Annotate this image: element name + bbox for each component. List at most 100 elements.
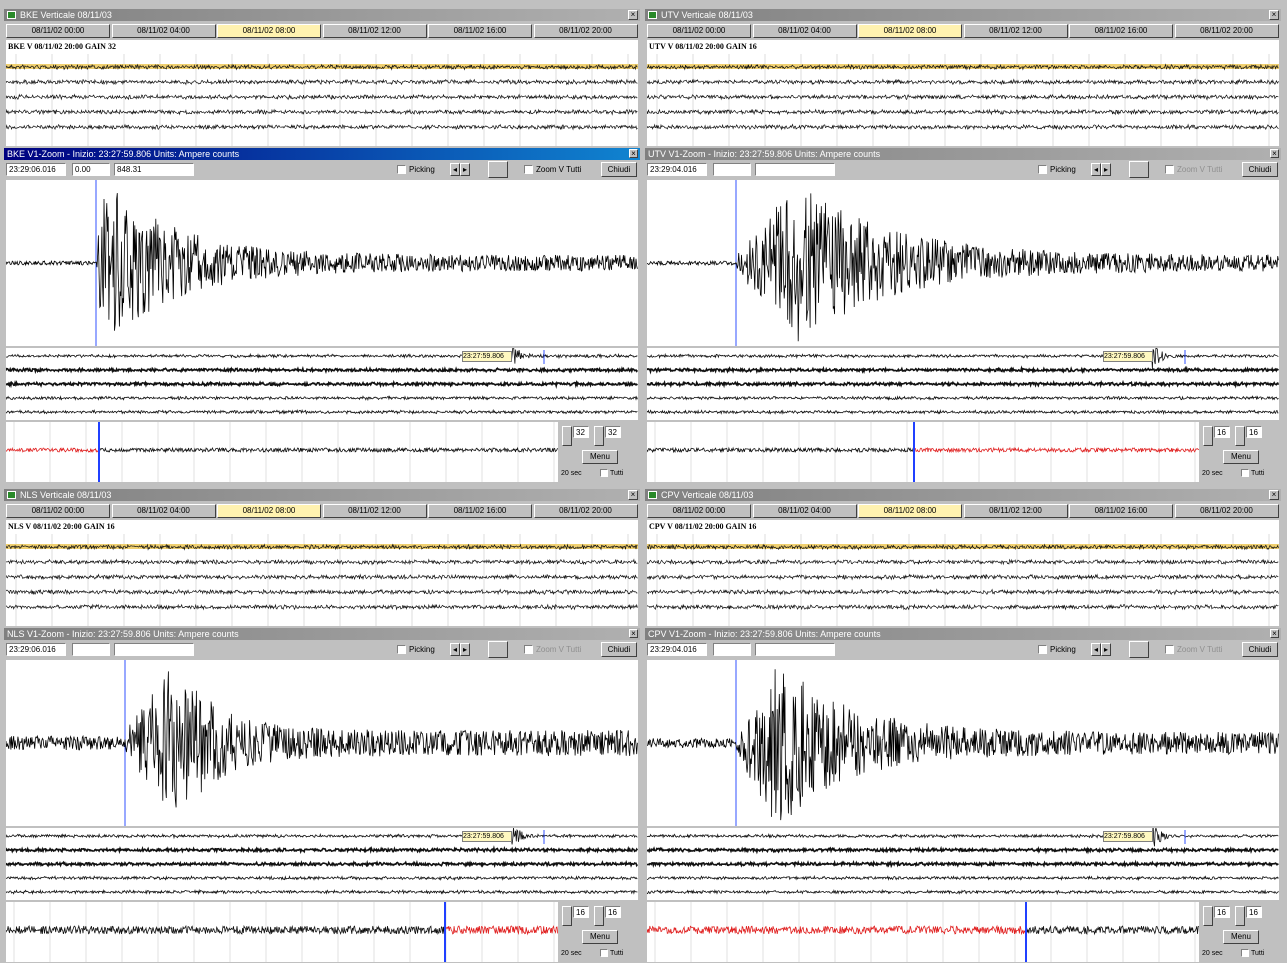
gain-spin[interactable] (1235, 426, 1245, 446)
close-zoom-button[interactable]: Chiudi (601, 642, 637, 657)
time-tab[interactable]: 08/11/02 12:00 (322, 24, 427, 38)
gain-field[interactable]: 16 (605, 906, 621, 918)
time-field[interactable] (114, 643, 194, 656)
time-tab[interactable]: 08/11/02 04:00 (752, 504, 857, 518)
helicorder-trace (6, 573, 638, 581)
zoom-all-checkbox[interactable] (1165, 165, 1174, 174)
vertical-spin[interactable] (1129, 641, 1149, 658)
time-field[interactable]: 23:29:06.016 (6, 163, 66, 176)
time-field[interactable]: 848.31 (114, 163, 194, 176)
gain-spin[interactable] (594, 906, 604, 926)
time-field[interactable]: 23:29:06.016 (6, 643, 66, 656)
zoom-close-button[interactable]: × (1270, 149, 1279, 158)
spin-right[interactable]: ▸ (460, 643, 470, 656)
all-checkbox[interactable] (600, 469, 608, 477)
time-tab[interactable]: 08/11/02 08:00 (858, 504, 962, 518)
multi-trace: 23:27:59.806 (647, 828, 1279, 900)
zoom-all-checkbox[interactable] (524, 165, 533, 174)
time-tab[interactable]: 08/11/02 00:00 (647, 24, 751, 38)
gain-field[interactable]: 16 (1246, 906, 1262, 918)
gain-field[interactable]: 32 (605, 426, 621, 438)
window-title-bar: NLS Verticale 08/11/03 (4, 489, 640, 501)
gain-field[interactable]: 16 (573, 906, 589, 918)
time-field[interactable] (72, 643, 110, 656)
vertical-spin[interactable] (1129, 161, 1149, 178)
time-tab[interactable]: 08/11/02 04:00 (752, 24, 857, 38)
zoom-close-button[interactable]: × (1270, 629, 1279, 638)
time-tab[interactable]: 08/11/02 16:00 (1069, 504, 1173, 518)
spin-right[interactable]: ▸ (1101, 643, 1111, 656)
time-tab[interactable]: 08/11/02 20:00 (1174, 504, 1279, 518)
time-tab[interactable]: 08/11/02 12:00 (963, 504, 1068, 518)
time-tab[interactable]: 08/11/02 04:00 (111, 504, 216, 518)
time-tab[interactable]: 08/11/02 12:00 (322, 504, 427, 518)
gain-field[interactable]: 32 (573, 426, 589, 438)
zoom-close-button[interactable]: × (629, 149, 638, 158)
spin-right[interactable]: ▸ (1101, 163, 1111, 176)
close-button[interactable]: × (628, 490, 638, 500)
time-field[interactable] (755, 643, 835, 656)
close-zoom-button[interactable]: Chiudi (1242, 162, 1278, 177)
zoom-all-checkbox[interactable] (1165, 645, 1174, 654)
time-tab[interactable]: 08/11/02 20:00 (533, 504, 638, 518)
time-tab[interactable]: 08/11/02 08:00 (217, 24, 321, 38)
picking-checkbox[interactable] (397, 645, 406, 654)
trace (647, 828, 1279, 847)
picking-checkbox[interactable] (1038, 645, 1047, 654)
zoom-plot (647, 180, 1279, 346)
time-field[interactable]: 23:29:04.016 (647, 643, 707, 656)
close-button[interactable]: × (1269, 10, 1279, 20)
time-field[interactable] (713, 163, 751, 176)
helicorder-trace (647, 108, 1279, 116)
close-button[interactable]: × (1269, 490, 1279, 500)
menu-button[interactable]: Menu (582, 450, 618, 464)
trace (6, 828, 638, 845)
spin-left[interactable]: ◂ (1091, 643, 1101, 656)
marker-label: 23:27:59.806 (1103, 831, 1153, 842)
time-tab[interactable]: 08/11/02 00:00 (6, 24, 110, 38)
spin-left[interactable]: ◂ (450, 643, 460, 656)
gain-spin[interactable] (1235, 906, 1245, 926)
menu-button[interactable]: Menu (582, 930, 618, 944)
time-tab[interactable]: 08/11/02 20:00 (1174, 24, 1279, 38)
all-checkbox[interactable] (1241, 469, 1249, 477)
time-tab[interactable]: 08/11/02 00:00 (6, 504, 110, 518)
gain-spin[interactable] (1203, 906, 1213, 926)
spin-left[interactable]: ◂ (1091, 163, 1101, 176)
time-tab[interactable]: 08/11/02 00:00 (647, 504, 751, 518)
spin-left[interactable]: ◂ (450, 163, 460, 176)
menu-button[interactable]: Menu (1223, 450, 1259, 464)
time-tab[interactable]: 08/11/02 08:00 (858, 24, 962, 38)
picking-checkbox[interactable] (397, 165, 406, 174)
gain-spin[interactable] (562, 906, 572, 926)
zoom-all-checkbox[interactable] (524, 645, 533, 654)
time-tab[interactable]: 08/11/02 08:00 (217, 504, 321, 518)
gain-spin[interactable] (562, 426, 572, 446)
spin-right[interactable]: ▸ (460, 163, 470, 176)
close-button[interactable]: × (628, 10, 638, 20)
menu-button[interactable]: Menu (1223, 930, 1259, 944)
vertical-spin[interactable] (488, 161, 508, 178)
gain-spin[interactable] (1203, 426, 1213, 446)
close-zoom-button[interactable]: Chiudi (1242, 642, 1278, 657)
time-tab[interactable]: 08/11/02 16:00 (428, 24, 532, 38)
close-zoom-button[interactable]: Chiudi (601, 162, 637, 177)
picking-checkbox[interactable] (1038, 165, 1047, 174)
time-field[interactable] (713, 643, 751, 656)
gain-field[interactable]: 16 (1246, 426, 1262, 438)
gain-field[interactable]: 16 (1214, 906, 1230, 918)
vertical-spin[interactable] (488, 641, 508, 658)
all-checkbox[interactable] (1241, 949, 1249, 957)
all-checkbox[interactable] (600, 949, 608, 957)
gain-field[interactable]: 16 (1214, 426, 1230, 438)
time-tab[interactable]: 08/11/02 16:00 (428, 504, 532, 518)
time-tab[interactable]: 08/11/02 12:00 (963, 24, 1068, 38)
time-tab[interactable]: 08/11/02 04:00 (111, 24, 216, 38)
zoom-close-button[interactable]: × (629, 629, 638, 638)
time-tab[interactable]: 08/11/02 20:00 (533, 24, 638, 38)
time-field[interactable]: 0.00 (72, 163, 110, 176)
gain-spin[interactable] (594, 426, 604, 446)
time-tab[interactable]: 08/11/02 16:00 (1069, 24, 1173, 38)
time-field[interactable]: 23:29:04.016 (647, 163, 707, 176)
time-field[interactable] (755, 163, 835, 176)
